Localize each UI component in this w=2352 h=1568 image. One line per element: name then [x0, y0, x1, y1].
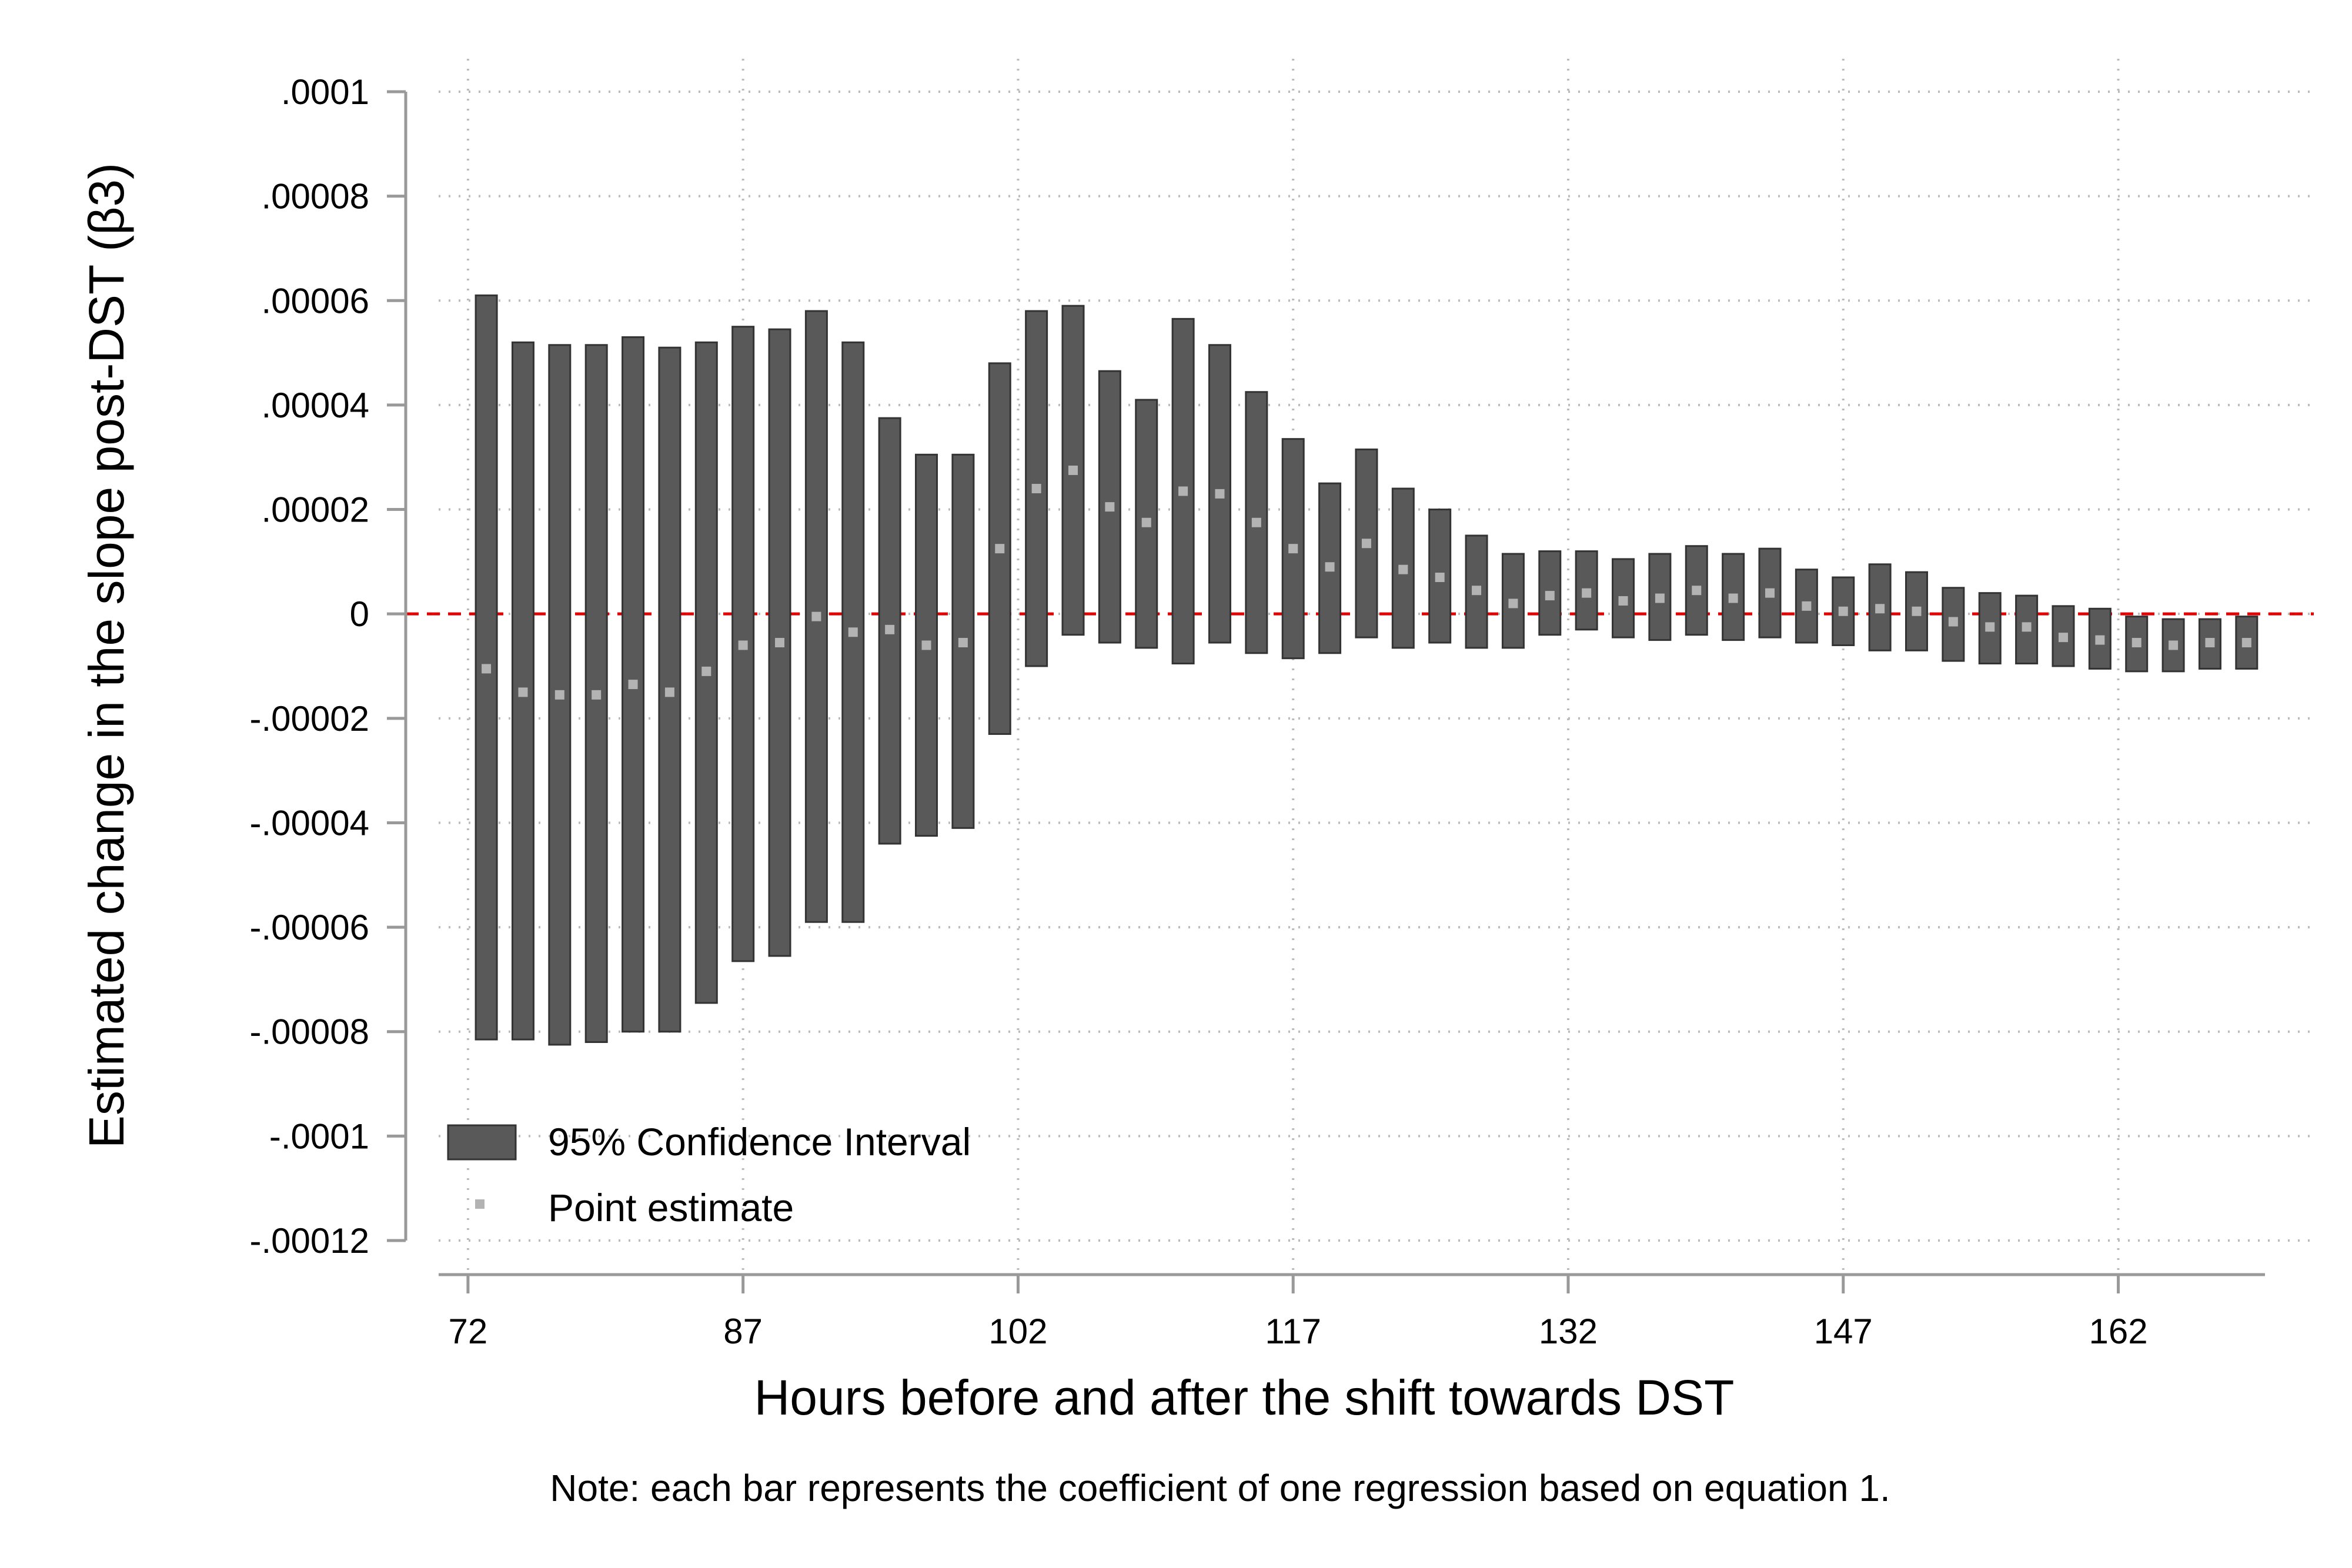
- point-estimate: [2169, 640, 2179, 650]
- point-estimate: [2241, 638, 2251, 648]
- point-estimate: [1251, 517, 1261, 527]
- y-tick-label: .00008: [261, 177, 369, 216]
- point-estimate: [921, 640, 931, 650]
- chart-note: Note: each bar represents the coefficien…: [550, 1467, 1890, 1509]
- point-estimate: [628, 680, 638, 690]
- ci-bar: [2088, 607, 2112, 670]
- y-tick-label: .0001: [281, 72, 369, 112]
- point-estimate: [1435, 573, 1445, 583]
- x-axis-title: Hours before and after the shift towards…: [754, 1370, 1735, 1425]
- x-tick-label: 102: [988, 1312, 1047, 1351]
- point-estimate: [775, 638, 785, 648]
- y-tick-label: -.00002: [250, 699, 370, 738]
- point-estimate: [1472, 586, 1482, 596]
- point-estimate: [554, 690, 564, 700]
- point-estimate: [1141, 517, 1151, 527]
- point-estimate: [995, 544, 1005, 554]
- point-estimate: [592, 690, 602, 700]
- point-estimate: [2022, 622, 2032, 632]
- point-estimate: [2205, 638, 2215, 648]
- point-estimate: [1912, 606, 1922, 616]
- ci-bar: [1685, 545, 1708, 636]
- point-estimate: [1288, 544, 1298, 554]
- y-tick-label: -.00012: [250, 1221, 370, 1261]
- point-estimate: [664, 687, 674, 697]
- point-estimate: [1728, 593, 1738, 603]
- legend: 95% Confidence Interval Point estimate: [447, 1120, 971, 1229]
- point-estimate: [1692, 586, 1702, 596]
- y-tick-label: -.00008: [250, 1012, 370, 1052]
- legend-point-label: Point estimate: [548, 1186, 794, 1229]
- point-estimate: [482, 664, 492, 674]
- point-estimate: [1508, 599, 1518, 609]
- y-tick-label: .00002: [261, 490, 369, 530]
- point-estimate: [1875, 604, 1885, 614]
- point-estimate: [1031, 484, 1041, 494]
- point-estimate: [1618, 596, 1628, 606]
- y-tick-label: -.00006: [250, 908, 370, 947]
- y-tick-label: -.0001: [269, 1116, 369, 1156]
- point-estimate: [1215, 489, 1225, 499]
- point-estimate: [1802, 601, 1812, 611]
- y-tick-label: -.00004: [250, 803, 370, 842]
- point-estimate: [1948, 617, 1958, 627]
- point-estimate: [1582, 588, 1592, 598]
- point-estimate: [1655, 593, 1665, 603]
- point-estimate: [1361, 539, 1371, 549]
- ci-bar: [804, 310, 828, 923]
- x-tick-labels: 72 87 102 117 132 147 162: [449, 1312, 2148, 1351]
- point-estimate: [811, 611, 821, 621]
- point-estimate: [518, 687, 528, 697]
- point-estimate: [2132, 638, 2141, 648]
- point-estimate: [1178, 486, 1188, 496]
- ci-bar: [1025, 310, 1048, 667]
- legend-point-swatch: [475, 1199, 485, 1209]
- y-axis-title: Estimated change in the slope post-DST (…: [79, 163, 134, 1148]
- legend-ci-swatch: [447, 1124, 517, 1161]
- point-estimate: [1068, 465, 1078, 475]
- x-tick-label: 117: [1265, 1312, 1321, 1351]
- point-estimate: [1105, 502, 1115, 512]
- ci-bar: [1905, 571, 1928, 651]
- point-estimate: [885, 624, 895, 634]
- point-estimate: [2095, 635, 2105, 645]
- point-estimate: [1985, 622, 1995, 632]
- legend-ci-label: 95% Confidence Interval: [548, 1120, 971, 1164]
- y-tick-label: 0: [350, 594, 369, 634]
- y-tick-label: .00004: [261, 386, 369, 425]
- point-estimate: [1838, 606, 1848, 616]
- point-estimate: [1765, 588, 1775, 598]
- point-estimate: [1398, 564, 1408, 574]
- axes: [387, 90, 2265, 1293]
- point-estimate: [848, 627, 858, 637]
- point-estimate: [958, 638, 968, 648]
- x-tick-label: 87: [723, 1312, 763, 1351]
- point-estimates: [482, 465, 2251, 700]
- point-estimate: [2058, 633, 2068, 643]
- point-estimate: [701, 666, 711, 676]
- point-estimate: [738, 640, 748, 650]
- x-tick-label: 147: [1814, 1312, 1873, 1351]
- point-estimate: [1325, 562, 1335, 572]
- ci-bar: [2052, 605, 2075, 667]
- point-estimate: [1545, 591, 1555, 601]
- y-tick-labels: .0001 .00008 .00006 .00004 .00002 0 -.00002 -.0…: [250, 72, 370, 1261]
- y-tick-label: .00006: [261, 281, 369, 320]
- x-tick-label: 132: [1539, 1312, 1598, 1351]
- x-tick-label: 162: [2089, 1312, 2147, 1351]
- x-tick-label: 72: [449, 1312, 488, 1351]
